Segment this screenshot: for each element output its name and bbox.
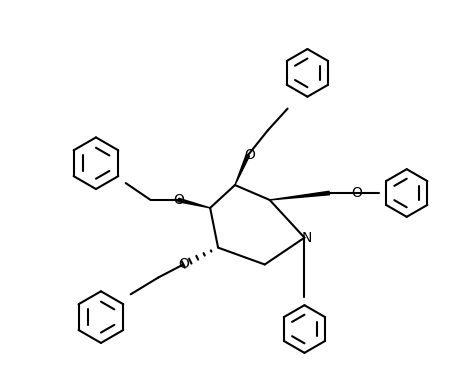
Polygon shape — [235, 154, 250, 185]
Text: O: O — [245, 148, 255, 162]
Text: O: O — [352, 186, 363, 200]
Polygon shape — [270, 191, 329, 200]
Text: O: O — [178, 258, 189, 272]
Polygon shape — [178, 198, 210, 208]
Text: O: O — [173, 193, 184, 207]
Text: N: N — [301, 231, 311, 245]
